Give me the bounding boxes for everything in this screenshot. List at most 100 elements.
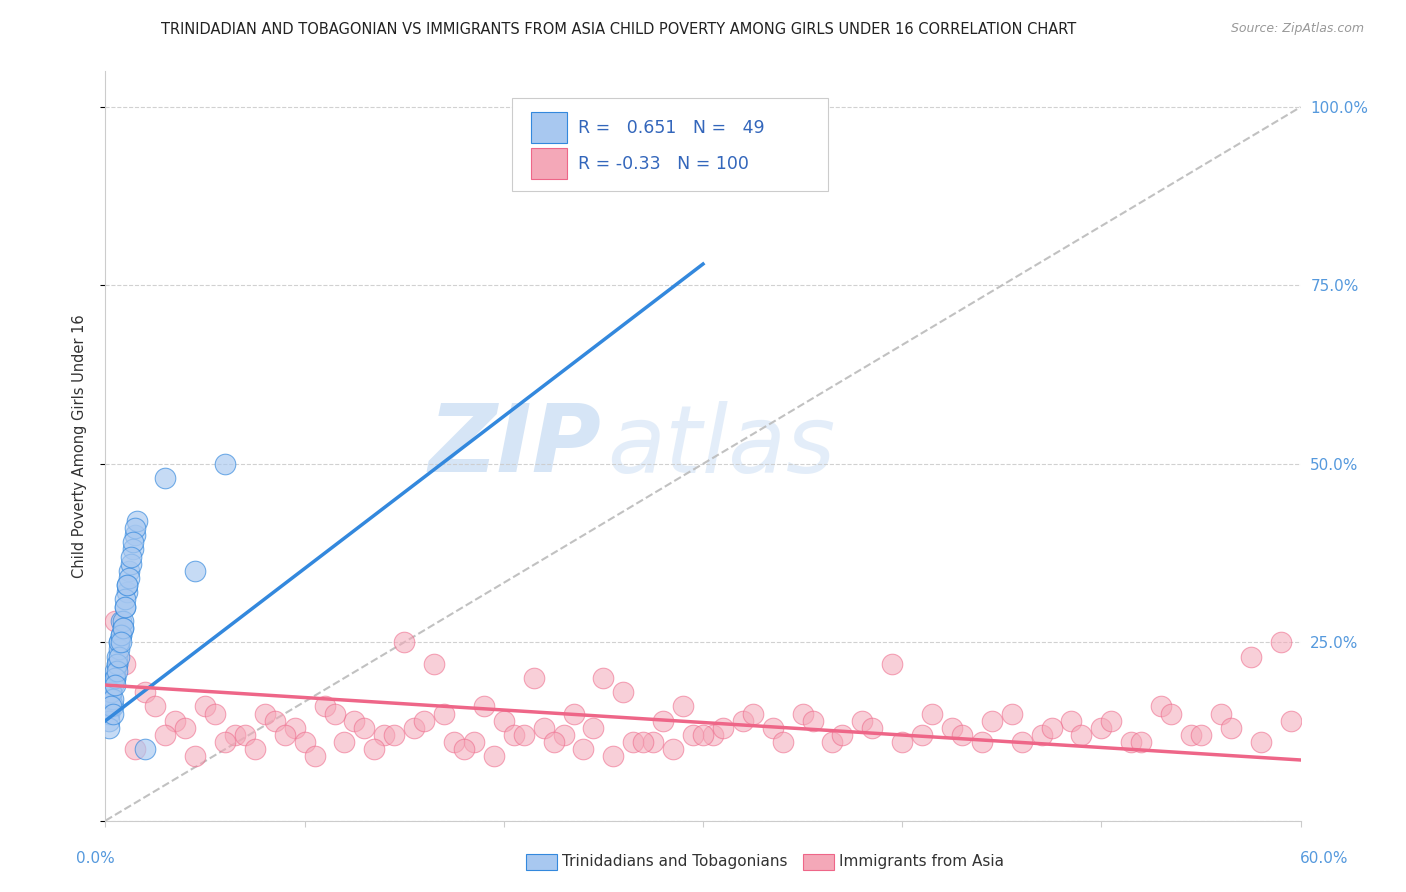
Point (253, 706, 276, 721)
Text: 60.0%: 60.0% (1301, 851, 1348, 865)
Point (672, 699, 695, 714)
Point (413, 714, 436, 728)
Point (98, 721, 121, 735)
Point (891, 735, 914, 749)
Point (433, 706, 456, 721)
Point (104, 614, 127, 628)
Y-axis label: Child Poverty Among Girls Under 16: Child Poverty Among Girls Under 16 (72, 314, 87, 578)
Point (633, 735, 655, 749)
Point (104, 664, 127, 678)
Point (980, 714, 1002, 728)
Point (98, 706, 121, 721)
Point (107, 664, 129, 678)
Point (184, 749, 207, 764)
Point (1121, 735, 1143, 749)
Point (1219, 721, 1241, 735)
Point (821, 735, 844, 749)
Text: R =   0.651   N =   49: R = 0.651 N = 49 (578, 119, 763, 136)
Point (214, 735, 236, 749)
Point (1060, 714, 1083, 728)
Point (304, 749, 326, 764)
Point (453, 742, 475, 756)
Point (1099, 714, 1122, 728)
Point (801, 714, 824, 728)
Point (1150, 699, 1173, 714)
Point (110, 635, 132, 649)
Point (523, 671, 546, 685)
FancyBboxPatch shape (531, 148, 567, 179)
Point (1031, 728, 1053, 742)
Point (314, 699, 336, 714)
Point (711, 721, 734, 735)
Point (792, 706, 814, 721)
Point (114, 599, 136, 614)
Point (107, 657, 129, 671)
Point (692, 728, 714, 742)
Point (107, 649, 129, 664)
Point (572, 742, 595, 756)
Point (122, 535, 145, 549)
Point (103, 706, 125, 721)
Point (392, 635, 416, 649)
Point (682, 728, 704, 742)
Point (108, 635, 131, 649)
Point (98, 714, 121, 728)
Point (1001, 706, 1024, 721)
Point (112, 621, 135, 635)
Point (513, 728, 536, 742)
Point (194, 699, 217, 714)
Point (104, 671, 127, 685)
Point (762, 721, 785, 735)
Point (108, 642, 131, 657)
Point (472, 699, 495, 714)
Point (165, 714, 187, 728)
Point (851, 714, 873, 728)
Point (100, 685, 122, 699)
Point (214, 457, 236, 471)
Point (1160, 706, 1182, 721)
Text: Source: ZipAtlas.com: Source: ZipAtlas.com (1230, 22, 1364, 36)
Point (224, 728, 246, 742)
Point (941, 721, 963, 735)
Point (702, 728, 724, 742)
Point (592, 671, 614, 685)
Point (100, 699, 122, 714)
Point (124, 742, 146, 756)
Point (153, 728, 177, 742)
Point (373, 728, 395, 742)
Point (117, 585, 139, 599)
Point (114, 599, 136, 614)
Point (104, 671, 127, 685)
Point (204, 706, 226, 721)
Point (174, 721, 197, 735)
Point (323, 706, 346, 721)
Point (1270, 635, 1292, 649)
Point (343, 714, 366, 728)
Point (1180, 728, 1202, 742)
Point (1279, 714, 1302, 728)
Point (1040, 721, 1063, 735)
FancyBboxPatch shape (531, 112, 567, 144)
Point (404, 721, 426, 735)
Point (273, 728, 295, 742)
Point (118, 564, 141, 578)
Point (103, 678, 125, 692)
Point (118, 571, 141, 585)
Point (970, 735, 993, 749)
Point (114, 657, 136, 671)
Point (233, 728, 256, 742)
Point (108, 635, 131, 649)
Point (353, 721, 375, 735)
Point (860, 721, 883, 735)
Point (553, 728, 575, 742)
Point (423, 657, 446, 671)
Point (294, 735, 316, 749)
Point (100, 692, 122, 706)
Text: Immigrants from Asia: Immigrants from Asia (839, 855, 1004, 869)
Text: ZIP: ZIP (429, 400, 602, 492)
Point (117, 578, 139, 592)
Point (463, 735, 485, 749)
Point (243, 742, 266, 756)
Point (602, 749, 624, 764)
Point (533, 721, 555, 735)
